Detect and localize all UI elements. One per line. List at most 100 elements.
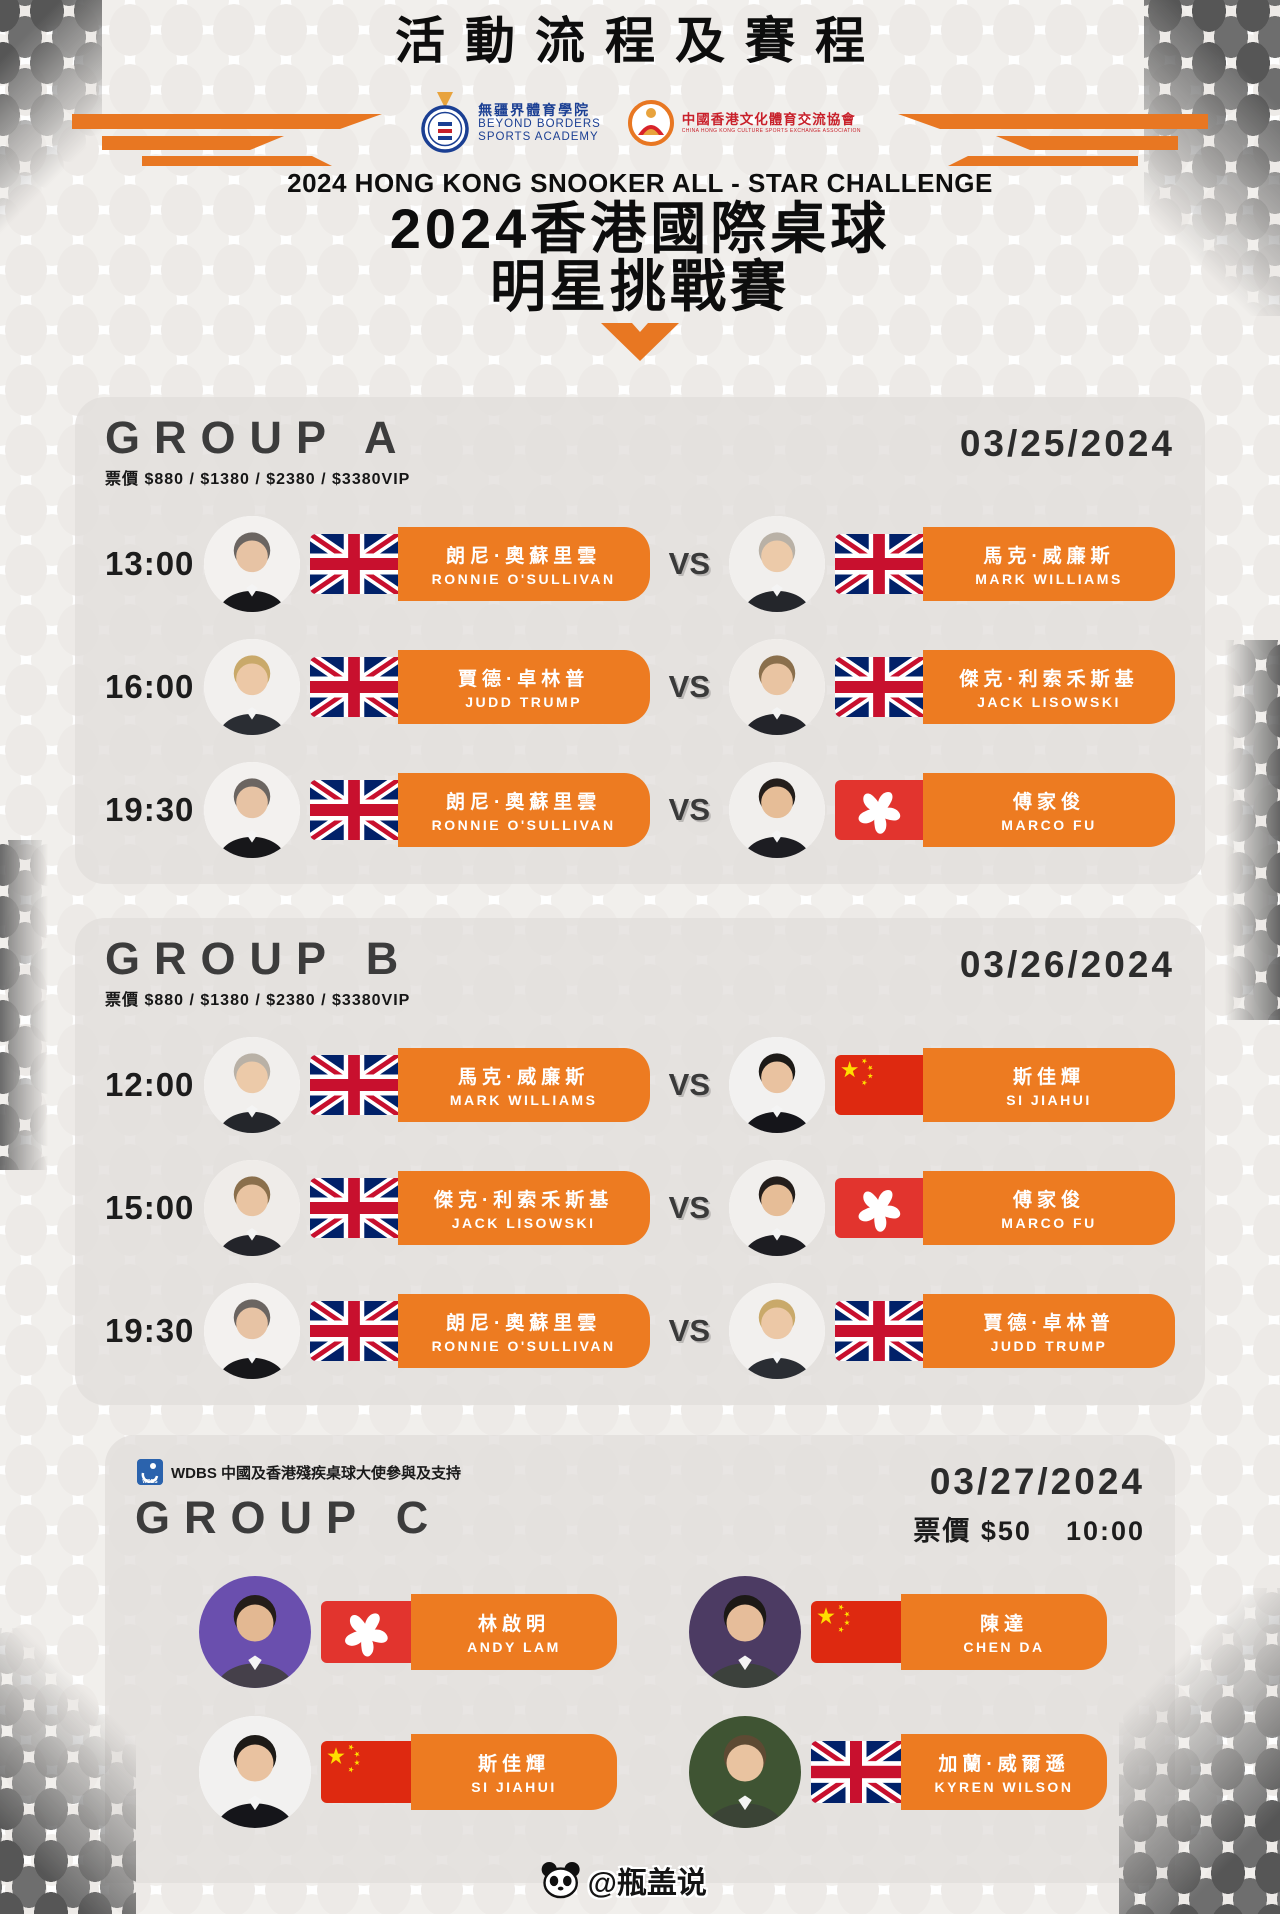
association-name-zh: 中國香港文化體育交流協會 xyxy=(681,111,856,127)
page-title: 活動流程及賽程 xyxy=(395,13,885,69)
player-plate: 朗尼·奧蘇里雲 RONNIE O'SULLIVAN xyxy=(397,773,650,847)
flag-icon xyxy=(835,1301,923,1361)
player-plate: 加蘭·威爾遜 KYREN WILSON xyxy=(901,1734,1107,1810)
match-row: 19:30 朗尼·奧蘇里雲 RONNIE O'SULLIVAN VS 賈德 xyxy=(105,1283,1175,1379)
academy-badge-icon xyxy=(421,92,469,153)
group-b-date: 03/26/2024 xyxy=(959,944,1175,985)
player-photo xyxy=(204,762,300,858)
player-right: 陳達 CHEN DA xyxy=(689,1576,1107,1688)
player-plate: 斯佳輝 SI JIAHUI xyxy=(923,1048,1175,1122)
player-photo xyxy=(204,1160,300,1256)
flag-icon xyxy=(811,1601,901,1663)
group-a-date: 03/25/2024 xyxy=(959,423,1175,464)
flag-icon xyxy=(310,1178,398,1238)
event-title-en: 2024 HONG KONG SNOOKER ALL - STAR CHALLE… xyxy=(287,168,993,198)
player-plate: 斯佳輝 SI JIAHUI xyxy=(411,1734,617,1810)
group-b-title: GROUP B xyxy=(105,933,413,984)
player-right: 賈德·卓林普 JUDD TRUMP xyxy=(729,1283,1175,1379)
vs-label: VS xyxy=(668,1190,710,1225)
player-name-zh: 傅家俊 xyxy=(1012,1190,1085,1211)
player-name-en: MARCO FU xyxy=(1001,1215,1097,1231)
player-name-en: JUDD TRUMP xyxy=(990,1338,1108,1354)
flag-icon xyxy=(321,1601,411,1663)
player-plate: 馬克·威廉斯 MARK WILLIAMS xyxy=(923,527,1175,601)
flag-icon xyxy=(310,534,398,594)
player-name-zh: 賈德·卓林普 xyxy=(457,669,590,690)
match-time: 15:00 xyxy=(105,1189,195,1226)
player-name-en: MARK WILLIAMS xyxy=(975,571,1123,587)
logo-banner: 無疆界體育學院 BEYOND BORDERS SPORTS ACADEMY 中國… xyxy=(0,88,1280,166)
player-plate: 傅家俊 MARCO FU xyxy=(923,1171,1175,1245)
player-name-en: SI JIAHUI xyxy=(1006,1092,1092,1108)
watermark: @瓶盖说 xyxy=(540,1858,707,1902)
vs-label: VS xyxy=(668,546,710,581)
group-a-title: GROUP A xyxy=(105,412,411,463)
player-photo xyxy=(729,1037,825,1133)
match-time: 16:00 xyxy=(105,668,195,705)
player-name-zh: 傅家俊 xyxy=(1012,792,1085,813)
speed-wing-left-icon xyxy=(72,114,382,166)
player-name-zh: 傑克·利索禾斯基 xyxy=(433,1190,614,1211)
flag-icon xyxy=(835,1178,923,1238)
player-photo xyxy=(199,1576,311,1688)
flag-icon xyxy=(835,657,923,717)
flag-icon xyxy=(310,780,398,840)
player-left: 馬克·威廉斯 MARK WILLIAMS xyxy=(204,1037,650,1133)
match-row: 13:00 朗尼·奧蘇里雲 RONNIE O'SULLIVAN VS 馬克 xyxy=(105,516,1175,612)
player-photo xyxy=(204,1037,300,1133)
academy-name-en2: SPORTS ACADEMY xyxy=(478,130,599,143)
halftone-dots-left xyxy=(0,840,54,1170)
association-logo-block: 中國香港文化體育交流協會 CHINA HONG KONG CULTURE SPO… xyxy=(627,99,861,147)
player-name-en: RONNIE O'SULLIVAN xyxy=(431,1338,616,1354)
flag-icon xyxy=(835,534,923,594)
flag-icon xyxy=(310,1055,398,1115)
group-a-panel: GROUP A 票價 $880 / $1380 / $2380 / $3380V… xyxy=(75,397,1205,884)
player-photo xyxy=(729,639,825,735)
match-time: 19:30 xyxy=(105,1312,195,1349)
match-row: 16:00 賈德·卓林普 JUDD TRUMP VS 傑克·利索禾斯基 xyxy=(105,639,1175,735)
group-c-price: 票價 $50 xyxy=(913,1516,1032,1546)
player-photo xyxy=(204,1283,300,1379)
player-name-zh: 馬克·威廉斯 xyxy=(983,546,1115,567)
player-left: 朗尼·奧蘇里雲 RONNIE O'SULLIVAN xyxy=(204,762,650,858)
player-photo xyxy=(199,1716,311,1828)
player-plate: 朗尼·奧蘇里雲 RONNIE O'SULLIVAN xyxy=(397,527,650,601)
player-right: 加蘭·威爾遜 KYREN WILSON xyxy=(689,1716,1107,1828)
academy-name-en1: BEYOND BORDERS xyxy=(478,118,601,131)
flag-icon xyxy=(835,780,923,840)
player-plate: 賈德·卓林普 JUDD TRUMP xyxy=(923,1294,1175,1368)
halftone-dots-right xyxy=(1218,640,1280,1020)
pair-row: 林啟明 ANDY LAM 陳達 CHEN DA xyxy=(135,1576,1145,1688)
group-c-date: 03/27/2024 xyxy=(929,1461,1145,1502)
event-title-zh-line1: 2024香港國際桌球 xyxy=(389,197,891,260)
group-a-price: 票價 $880 / $1380 / $2380 / $3380VIP xyxy=(105,471,411,488)
match-row: 19:30 朗尼·奧蘇里雲 RONNIE O'SULLIVAN VS 傅家 xyxy=(105,762,1175,858)
player-name-zh: 馬克·威廉斯 xyxy=(457,1067,590,1088)
chevron-down-icon xyxy=(601,323,679,361)
association-emblem-icon xyxy=(627,100,674,146)
flag-icon xyxy=(321,1741,411,1803)
player-left: 斯佳輝 SI JIAHUI xyxy=(199,1716,617,1828)
player-name-en: RONNIE O'SULLIVAN xyxy=(431,817,616,833)
event-title-zh-line2: 明星挑戰賽 xyxy=(490,255,790,318)
player-plate: 林啟明 ANDY LAM xyxy=(411,1594,617,1670)
player-name-zh: 斯佳輝 xyxy=(477,1754,550,1775)
player-photo xyxy=(729,1283,825,1379)
group-c-panel: WDBS WDBS 中國及香港殘疾桌球大使參與及支持 GROUP C 03/27… xyxy=(105,1435,1175,1883)
watermark-text: @瓶盖说 xyxy=(587,1867,707,1900)
player-name-zh: 加蘭·威爾遜 xyxy=(938,1754,1070,1775)
player-plate: 傑克·利索禾斯基 JACK LISOWSKI xyxy=(397,1171,650,1245)
player-name-en: MARK WILLIAMS xyxy=(449,1092,598,1108)
wdbs-note-text: WDBS 中國及香港殘疾桌球大使參與及支持 xyxy=(171,1464,461,1482)
player-name-en: MARCO FU xyxy=(1001,817,1097,833)
player-name-zh: 朗尼·奧蘇里雲 xyxy=(445,1313,602,1334)
player-plate: 傑克·利索禾斯基 JACK LISOWSKI xyxy=(923,650,1175,724)
player-photo xyxy=(689,1716,801,1828)
wdbs-note: WDBS WDBS 中國及香港殘疾桌球大使參與及支持 xyxy=(137,1459,461,1485)
player-right: 傅家俊 MARCO FU xyxy=(729,762,1175,858)
player-left: 賈德·卓林普 JUDD TRUMP xyxy=(204,639,650,735)
player-photo xyxy=(729,516,825,612)
player-name-zh: 朗尼·奧蘇里雲 xyxy=(445,792,602,813)
panda-logo-icon xyxy=(541,1861,580,1899)
